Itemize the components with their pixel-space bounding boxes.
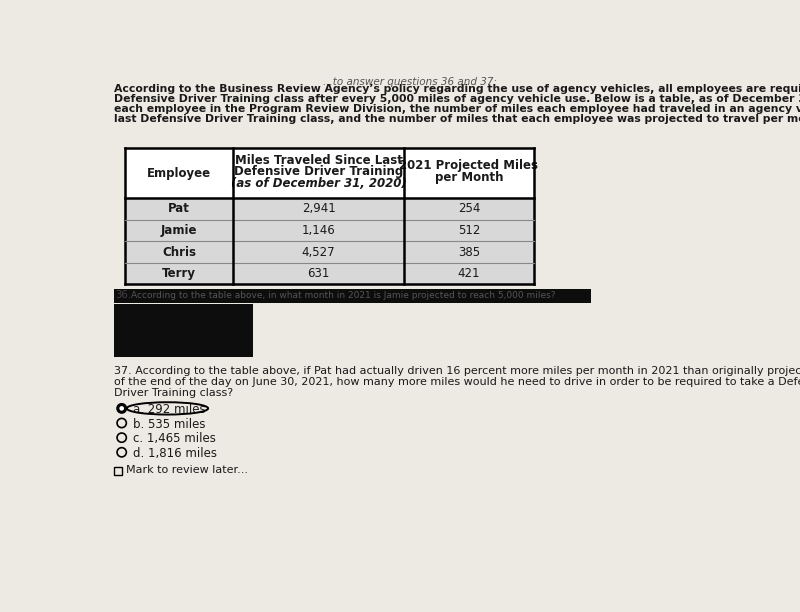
Bar [125,148,534,198]
Text: c. 1,465 miles: c. 1,465 miles [133,432,215,446]
Text: Miles Traveled Since Last: Miles Traveled Since Last [234,154,402,167]
Text: b. 535 miles: b. 535 miles [133,417,205,431]
Text: 631: 631 [307,267,330,280]
Text: of the end of the day on June 30, 2021, how many more miles would he need to dri: of the end of the day on June 30, 2021, … [114,377,800,387]
Text: Mark to review later...: Mark to review later... [126,465,248,476]
Bar [125,241,534,263]
Bar [125,198,534,220]
Text: Jamie: Jamie [161,224,198,237]
Text: ...to answer questions 36 and 37:: ...to answer questions 36 and 37: [323,77,497,88]
Text: 1,146: 1,146 [302,224,335,237]
Text: Chris: Chris [162,245,196,259]
Text: 512: 512 [458,224,480,237]
Text: 37. According to the table above, if Pat had actually driven 16 percent more mil: 37. According to the table above, if Pat… [114,366,800,376]
Text: Employee: Employee [147,166,211,180]
Bar [114,467,122,476]
Text: 385: 385 [458,245,480,259]
Text: d. 1,816 miles: d. 1,816 miles [133,447,217,460]
Circle shape [118,404,126,412]
Text: last Defensive Driver Training class, and the number of miles that each employee: last Defensive Driver Training class, an… [114,114,800,124]
Text: 2021 Projected Miles: 2021 Projected Miles [399,159,538,172]
Text: According to the Business Review Agency’s policy regarding the use of agency veh: According to the Business Review Agency’… [114,84,800,94]
Text: (as of December 31, 2020): (as of December 31, 2020) [230,177,406,190]
Bar [125,263,534,285]
Text: a. 292 miles: a. 292 miles [133,403,205,416]
Text: 254: 254 [458,203,480,215]
Text: Defensive Driver Training: Defensive Driver Training [234,165,403,178]
Text: According to the table above, in what month in 2021 is Jamie projected to reach : According to the table above, in what mo… [131,291,555,300]
Bar [114,304,254,357]
Text: 2,941: 2,941 [302,203,335,215]
Text: 4,527: 4,527 [302,245,335,259]
Circle shape [119,406,124,411]
Text: each employee in the Program Review Division, the number of miles each employee : each employee in the Program Review Divi… [114,104,800,114]
Bar [125,220,534,241]
Text: Pat: Pat [168,203,190,215]
Text: Terry: Terry [162,267,196,280]
Text: Defensive Driver Training class after every 5,000 miles of agency vehicle use. B: Defensive Driver Training class after ev… [114,94,800,104]
Text: 36.: 36. [115,290,132,300]
Text: per Month: per Month [434,171,503,184]
Bar [114,289,590,303]
Text: Driver Training class?: Driver Training class? [114,387,233,398]
Text: 421: 421 [458,267,480,280]
